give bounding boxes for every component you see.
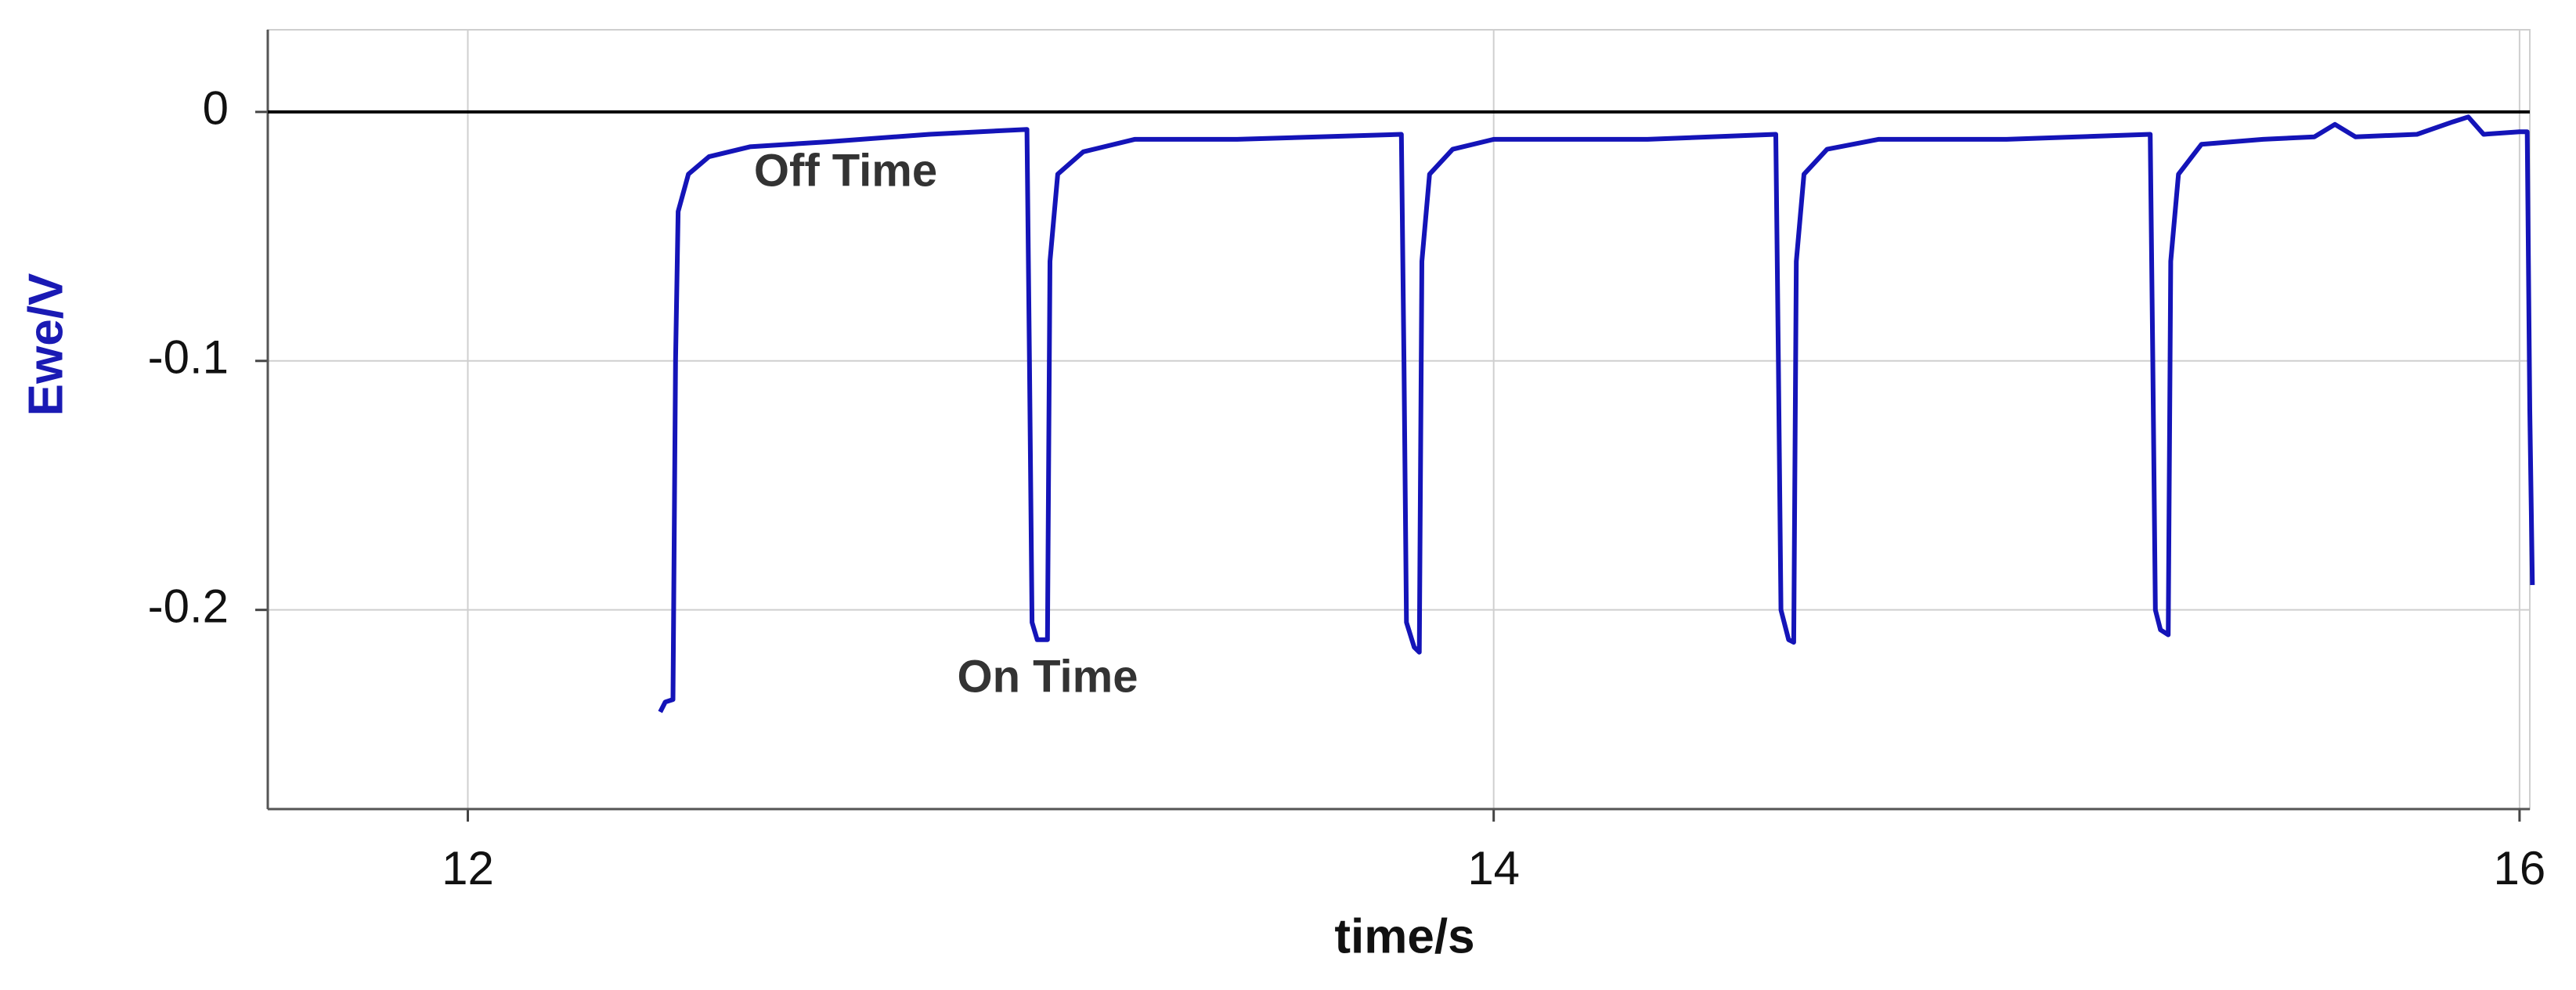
x-axis-title: time/s (1334, 909, 1474, 963)
plot-frame (267, 29, 2531, 810)
y-tick-label: -0.1 (148, 331, 229, 384)
x-tick-label: 16 (2494, 842, 2546, 894)
y-axis-title: Ewe/V (19, 273, 73, 417)
annotation: Off Time (754, 145, 937, 196)
x-tick-label: 14 (1467, 842, 1520, 894)
data-line (658, 114, 2535, 714)
y-tick-label: 0 (203, 82, 229, 135)
x-tick-label: 12 (442, 842, 494, 894)
annotation: On Time (958, 651, 1138, 702)
y-tick-label: -0.2 (148, 580, 229, 633)
